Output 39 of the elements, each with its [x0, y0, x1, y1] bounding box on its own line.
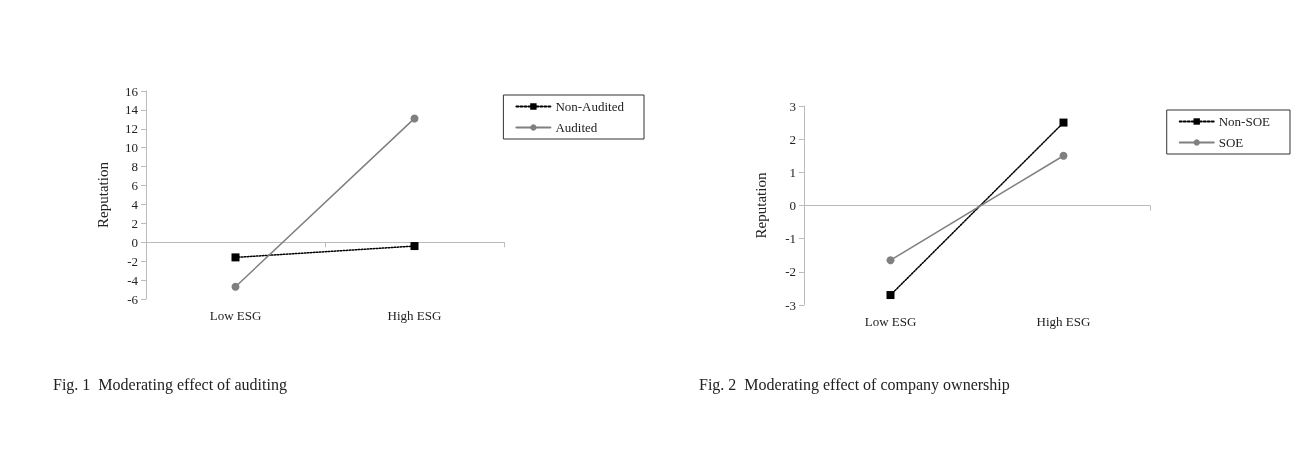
y-tick-label: -1	[785, 231, 796, 247]
point	[1059, 118, 1068, 127]
legend-label: Non-Audited	[555, 99, 625, 114]
y-tick-label: 2	[789, 131, 796, 147]
point	[231, 282, 240, 291]
text: Fig. 2 Moderating effect of company ownership	[699, 375, 1010, 394]
y-tick-label: 6	[131, 178, 139, 194]
y-tick-label: 2	[131, 215, 138, 231]
x-tick-label: High ESG	[1036, 314, 1091, 329]
y-tick-label: -2	[127, 253, 138, 269]
point	[886, 256, 895, 265]
point	[231, 253, 240, 262]
y-tick-label: -3	[785, 297, 796, 313]
y-tick-label: 12	[125, 121, 138, 137]
y-tick-label: 0	[131, 234, 138, 250]
y-axis-title: Reputation	[94, 161, 111, 228]
point	[410, 114, 419, 123]
y-tick-label: 14	[125, 102, 139, 118]
y-tick-label: 4	[131, 196, 139, 212]
y-tick-label: 16	[125, 83, 139, 99]
text: Fig. 1 Moderating effect of auditing	[53, 375, 287, 394]
y-tick-label: 10	[125, 140, 138, 156]
y-tick-label: -4	[127, 272, 139, 288]
point	[1059, 151, 1068, 160]
x-tick-label: Low ESG	[864, 314, 917, 329]
legend-label: Audited	[555, 120, 598, 135]
point	[886, 291, 895, 300]
y-tick-label: -2	[785, 264, 796, 280]
legend-label: SOE	[1218, 135, 1244, 150]
point	[410, 242, 419, 251]
y-tick-label: 1	[789, 164, 796, 180]
x-tick-label: High ESG	[387, 308, 442, 323]
y-tick-label: 0	[789, 198, 796, 213]
legend-label: Non-SOE	[1218, 114, 1271, 129]
y-axis-title: Reputation	[752, 172, 769, 239]
y-tick-label: -6	[127, 291, 139, 307]
y-tick-label: 3	[789, 98, 796, 114]
x-tick-label: Low ESG	[209, 308, 262, 323]
y-tick-label: 8	[131, 159, 138, 175]
